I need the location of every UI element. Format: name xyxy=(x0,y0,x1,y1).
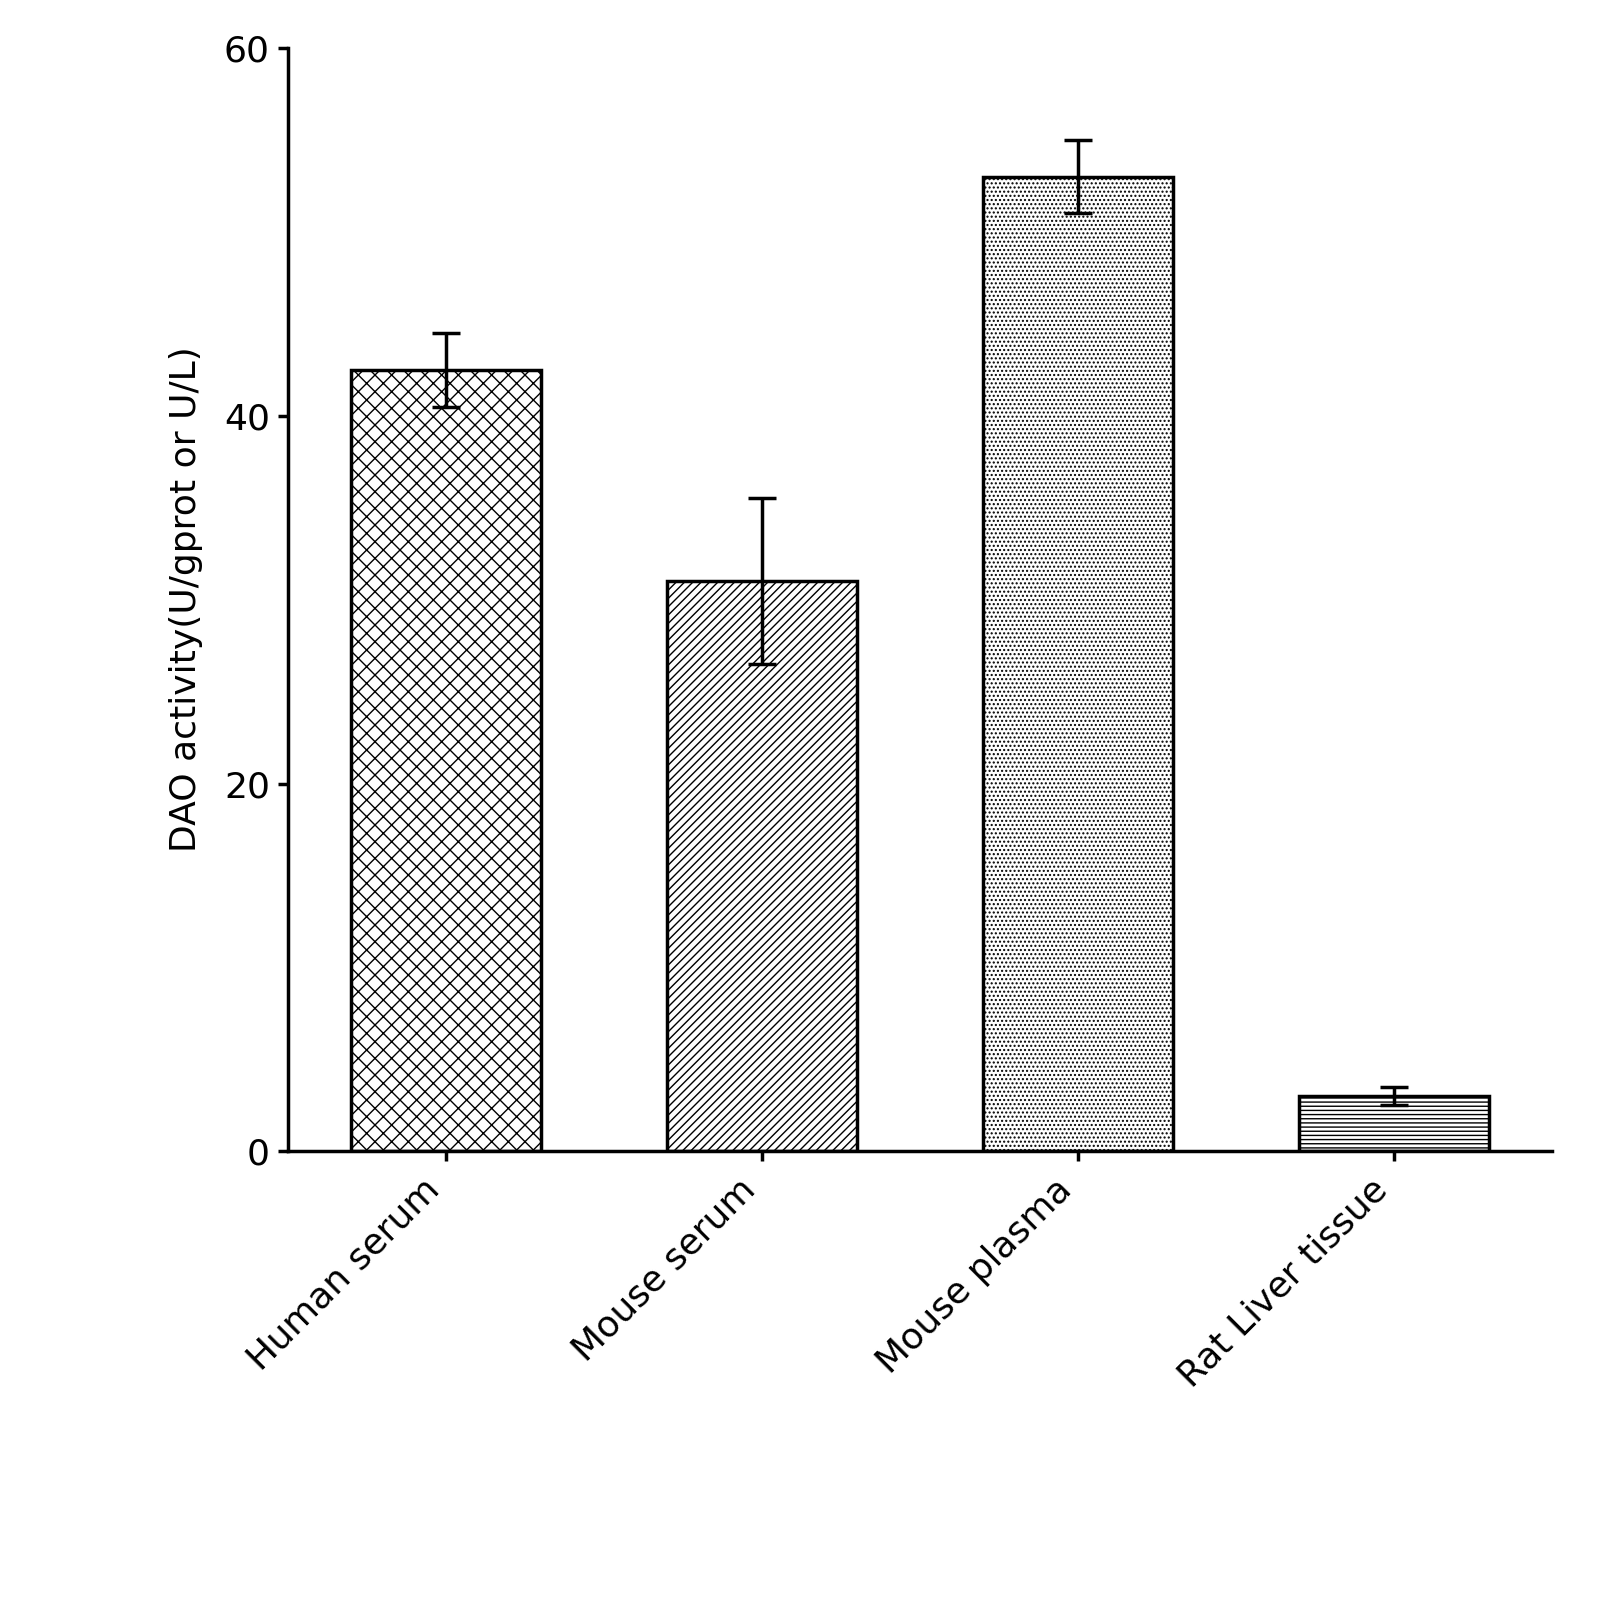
Bar xyxy=(352,369,541,1151)
Bar xyxy=(982,176,1173,1151)
Bar xyxy=(667,580,858,1151)
Bar xyxy=(1299,1097,1490,1151)
Y-axis label: DAO activity(U/gprot or U/L): DAO activity(U/gprot or U/L) xyxy=(170,347,203,852)
